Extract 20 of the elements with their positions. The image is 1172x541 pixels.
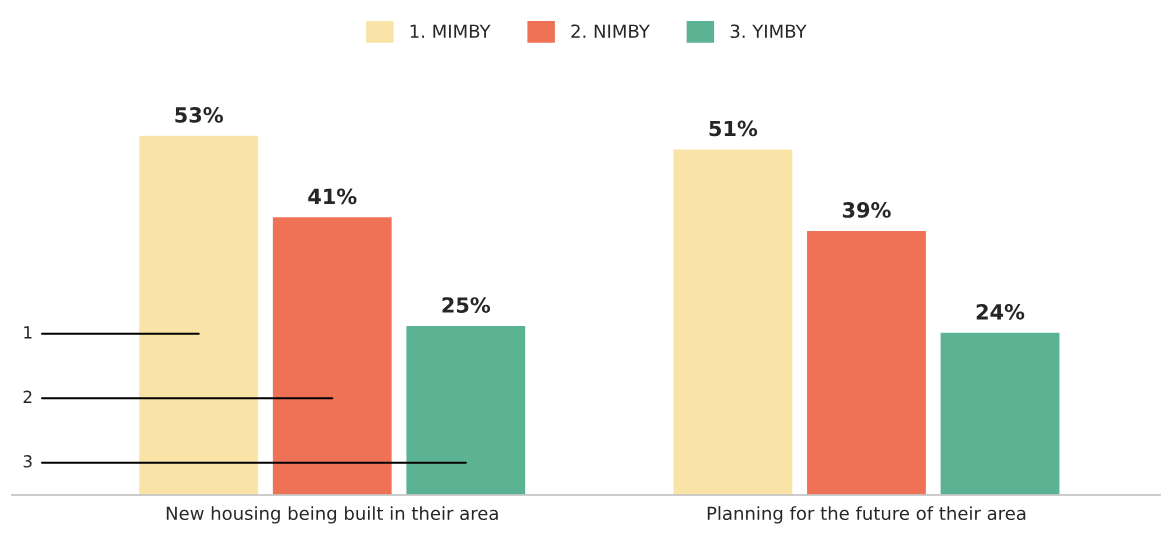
data-label: 24% [976, 303, 1025, 320]
annotation: 1 [24, 326, 32, 339]
legend-label: 1. MIMBY [410, 24, 491, 38]
bar [805, 229, 928, 496]
data-label: 41% [308, 188, 357, 205]
bar [271, 215, 394, 496]
x-tick-label: New housing being built in their area [166, 506, 498, 524]
annotation: 2 [23, 390, 32, 403]
annotation: 3 [23, 455, 32, 468]
data-label: 39% [842, 202, 891, 218]
x-tick-label: Planning for the future of their area [707, 506, 1026, 524]
bar [939, 331, 1061, 496]
bar [405, 324, 527, 496]
legend-label: 2. NIMBY [571, 24, 650, 38]
data-label: 25% [442, 297, 491, 313]
data-label: 53% [175, 107, 223, 123]
bar [672, 148, 794, 496]
legend-label: 3. YIMBY [730, 24, 807, 39]
data-label: 51% [709, 120, 758, 137]
bar [137, 134, 260, 496]
